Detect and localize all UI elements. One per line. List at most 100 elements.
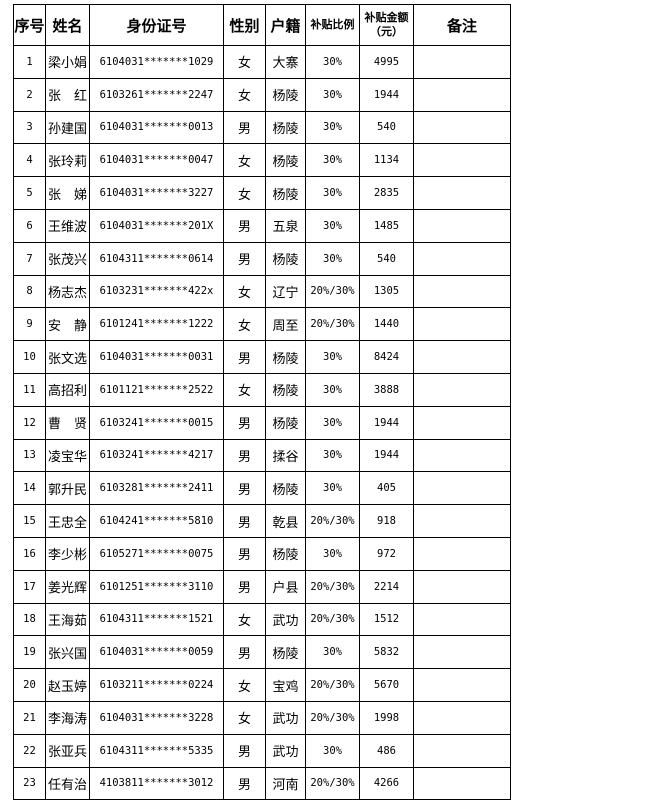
cell-name: 张兴国 <box>45 635 90 670</box>
cell-subsidy-amount: 486 <box>359 733 414 768</box>
table-row: 8 杨志杰 6103231*******422x 女辽宁 20%/30% 1305 <box>13 274 511 309</box>
cell-household: 杨陵 <box>265 77 306 112</box>
header-gender: 性别 <box>223 4 266 46</box>
cell-gender: 男 <box>223 405 266 440</box>
cell-household: 武功 <box>265 602 306 637</box>
cell-gender: 女 <box>223 700 266 735</box>
cell-id-number: 6104241*******5810 <box>89 504 224 538</box>
cell-remarks <box>413 372 511 407</box>
cell-index: 10 <box>13 340 46 374</box>
cell-remarks <box>413 536 511 571</box>
cell-subsidy-amount: 8424 <box>359 340 414 374</box>
cell-name: 曹 贤 <box>45 405 90 440</box>
cell-subsidy-amount: 5670 <box>359 668 414 702</box>
cell-id-number: 6104031*******3227 <box>89 176 224 210</box>
cell-name: 梁小娟 <box>45 45 90 79</box>
cell-subsidy-ratio: 30% <box>305 635 360 670</box>
cell-remarks <box>413 471 511 506</box>
cell-household: 五泉 <box>265 208 306 243</box>
cell-index: 7 <box>13 241 46 276</box>
cell-index: 15 <box>13 504 46 538</box>
cell-gender: 女 <box>223 45 266 79</box>
cell-id-number: 6101241*******1222 <box>89 307 224 342</box>
cell-id-number: 6104031*******3228 <box>89 700 224 735</box>
cell-gender: 男 <box>223 471 266 506</box>
cell-id-number: 6104031*******0047 <box>89 143 224 178</box>
cell-remarks <box>413 569 511 604</box>
cell-subsidy-ratio: 30% <box>305 733 360 768</box>
cell-household: 宝鸡 <box>265 668 306 702</box>
cell-subsidy-ratio: 30% <box>305 405 360 440</box>
cell-index: 13 <box>13 438 46 473</box>
cell-name: 王忠全 <box>45 504 90 538</box>
cell-gender: 女 <box>223 307 266 342</box>
cell-name: 张亚兵 <box>45 733 90 768</box>
cell-name: 张玲莉 <box>45 143 90 178</box>
table-row: 20 赵玉婷 6103211*******0224 女宝鸡 20%/30% 5670 <box>13 668 511 702</box>
cell-id-number: 6104031*******201X <box>89 208 224 243</box>
cell-household: 揉谷 <box>265 438 306 473</box>
cell-name: 张 红 <box>45 77 90 112</box>
cell-index: 19 <box>13 635 46 670</box>
table-row: 3 孙建国 6104031*******0013 男杨陵 30% 540 <box>13 110 511 145</box>
table-row: 7 张茂兴 6104311*******0614 男杨陵 30% 540 <box>13 241 511 276</box>
cell-household: 杨陵 <box>265 471 306 506</box>
cell-name: 张茂兴 <box>45 241 90 276</box>
cell-household: 大寨 <box>265 45 306 79</box>
cell-id-number: 6101251*******3110 <box>89 569 224 604</box>
table-row: 23 任有治 4103811*******3012 男河南 20%/30% 4266 <box>13 766 511 801</box>
cell-name: 郭升民 <box>45 471 90 506</box>
cell-remarks <box>413 340 511 374</box>
header-index: 序号 <box>13 4 46 46</box>
table-row: 4 张玲莉 6104031*******0047 女杨陵 30% 1134 <box>13 143 511 178</box>
cell-gender: 男 <box>223 766 266 801</box>
cell-id-number: 6104311*******0614 <box>89 241 224 276</box>
table-row: 17 姜光辉 6101251*******3110 男户县 20%/30% 2214 <box>13 569 511 604</box>
cell-id-number: 6103241*******4217 <box>89 438 224 473</box>
cell-subsidy-ratio: 30% <box>305 536 360 571</box>
cell-subsidy-amount: 2214 <box>359 569 414 604</box>
cell-gender: 男 <box>223 208 266 243</box>
cell-subsidy-ratio: 30% <box>305 208 360 243</box>
cell-remarks <box>413 602 511 637</box>
cell-subsidy-ratio: 30% <box>305 340 360 374</box>
cell-household: 乾县 <box>265 504 306 538</box>
table-row: 1 梁小娟 6104031*******1029 女大寨 30% 4995 <box>13 45 511 79</box>
cell-subsidy-amount: 1440 <box>359 307 414 342</box>
cell-remarks <box>413 700 511 735</box>
cell-gender: 男 <box>223 110 266 145</box>
cell-index: 21 <box>13 700 46 735</box>
cell-subsidy-ratio: 30% <box>305 143 360 178</box>
cell-id-number: 6101121*******2522 <box>89 372 224 407</box>
cell-remarks <box>413 176 511 210</box>
cell-name: 张 娣 <box>45 176 90 210</box>
cell-index: 2 <box>13 77 46 112</box>
cell-household: 杨陵 <box>265 536 306 571</box>
cell-id-number: 6103241*******0015 <box>89 405 224 440</box>
cell-gender: 男 <box>223 569 266 604</box>
cell-name: 王维波 <box>45 208 90 243</box>
cell-subsidy-ratio: 30% <box>305 77 360 112</box>
cell-index: 20 <box>13 668 46 702</box>
cell-index: 3 <box>13 110 46 145</box>
cell-subsidy-ratio: 30% <box>305 110 360 145</box>
cell-subsidy-amount: 4995 <box>359 45 414 79</box>
cell-household: 周至 <box>265 307 306 342</box>
cell-remarks <box>413 668 511 702</box>
cell-subsidy-ratio: 20%/30% <box>305 274 360 309</box>
cell-gender: 女 <box>223 176 266 210</box>
header-household: 户籍 <box>265 4 306 46</box>
cell-subsidy-ratio: 30% <box>305 241 360 276</box>
cell-gender: 男 <box>223 635 266 670</box>
table-row: 13 凌宝华 6103241*******4217 男揉谷 30% 1944 <box>13 438 511 473</box>
cell-remarks <box>413 504 511 538</box>
cell-subsidy-amount: 4266 <box>359 766 414 801</box>
cell-index: 8 <box>13 274 46 309</box>
cell-household: 杨陵 <box>265 241 306 276</box>
cell-remarks <box>413 307 511 342</box>
cell-subsidy-ratio: 20%/30% <box>305 569 360 604</box>
cell-subsidy-ratio: 30% <box>305 471 360 506</box>
cell-subsidy-ratio: 20%/30% <box>305 668 360 702</box>
cell-index: 14 <box>13 471 46 506</box>
